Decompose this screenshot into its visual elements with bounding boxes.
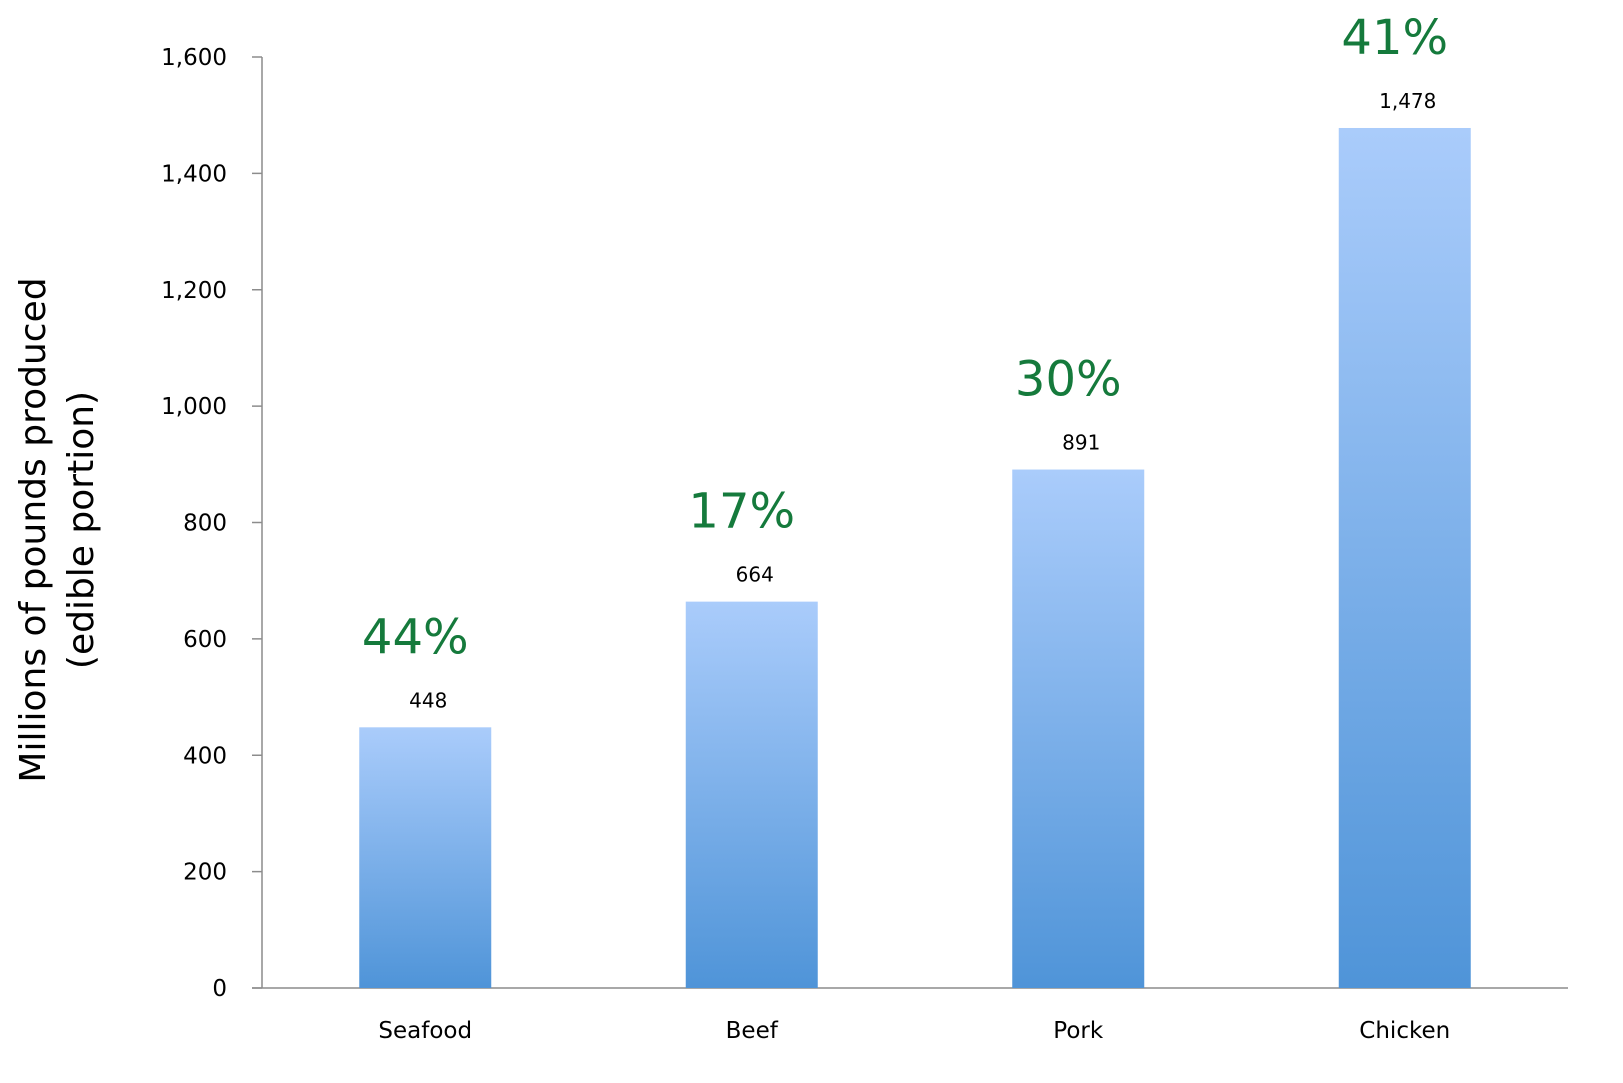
y-axis-title-line-1: Millions of pounds produced <box>13 277 54 782</box>
y-tick-label: 1,600 <box>161 45 227 71</box>
y-tick-label: 1,200 <box>161 278 227 304</box>
x-tick-label: Pork <box>1053 1018 1104 1044</box>
y-tick-label: 1,000 <box>161 394 227 420</box>
data-label: 448 <box>409 688 447 712</box>
data-label: 664 <box>736 563 774 587</box>
x-tick-label: Beef <box>726 1018 779 1044</box>
y-tick-label: 600 <box>183 627 227 653</box>
y-tick-label: 1,400 <box>161 161 227 187</box>
y-tick-label: 800 <box>183 511 227 537</box>
y-axis-ticks: 0 200 400 600 800 1,000 1,200 1,400 1,600 <box>161 45 262 1002</box>
data-label: 1,478 <box>1379 89 1436 113</box>
y-axis-title-line-2: (edible portion) <box>61 391 102 669</box>
percent-label: 30% <box>1015 352 1122 408</box>
percent-label: 41% <box>1341 10 1448 66</box>
data-labels: 448 664 891 1,478 <box>409 89 1436 712</box>
y-tick-label: 200 <box>183 860 227 886</box>
x-tick-label: Chicken <box>1359 1018 1450 1044</box>
y-axis-title: Millions of pounds produced (edible port… <box>13 277 102 782</box>
bar-beef <box>685 601 818 988</box>
y-tick-label: 0 <box>212 976 227 1002</box>
percent-labels: 44% 17% 30% 41% <box>362 10 1448 665</box>
data-label: 891 <box>1062 431 1100 455</box>
percent-label: 17% <box>688 484 795 540</box>
percent-label: 44% <box>362 609 469 665</box>
x-tick-label: Seafood <box>378 1018 472 1044</box>
x-axis-tick-labels: Seafood Beef Pork Chicken <box>378 1018 1450 1044</box>
bar-pork <box>1012 469 1145 988</box>
y-tick-label: 400 <box>183 743 227 769</box>
bars <box>359 127 1471 988</box>
bar-chicken <box>1338 127 1471 988</box>
bar-seafood <box>359 727 492 988</box>
